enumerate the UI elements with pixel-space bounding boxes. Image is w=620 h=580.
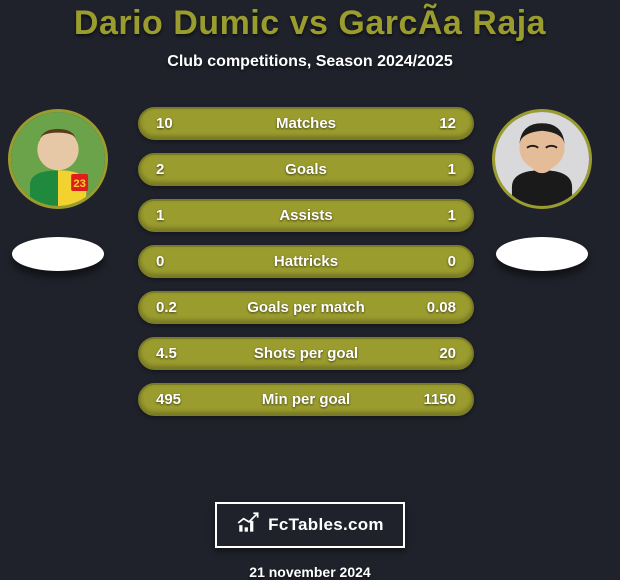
- avatar-right: [492, 109, 592, 209]
- site-logo[interactable]: FcTables.com: [215, 502, 405, 548]
- stat-right-value: 1: [448, 161, 456, 178]
- stat-left-value: 2: [156, 161, 164, 178]
- stat-right-value: 1150: [423, 391, 456, 408]
- stat-label: Matches: [140, 115, 472, 132]
- site-logo-text: FcTables.com: [268, 515, 384, 535]
- jersey-number: 23: [73, 178, 86, 190]
- player-left: 23: [8, 109, 108, 271]
- stat-left-value: 10: [156, 115, 173, 132]
- stat-left-value: 0: [156, 253, 164, 270]
- stat-row-matches: 10 Matches 12: [138, 107, 474, 140]
- stat-left-value: 1: [156, 207, 164, 224]
- stat-right-value: 20: [439, 345, 456, 362]
- footer: FcTables.com 21 november 2024: [0, 500, 620, 580]
- chart-icon: [236, 510, 262, 541]
- stat-left-value: 0.2: [156, 299, 177, 316]
- stats-column: 10 Matches 12 2 Goals 1 1 Assists 1 0 Ha…: [138, 107, 474, 416]
- avatar-left: 23: [8, 109, 108, 209]
- club-badge-left: [12, 237, 104, 271]
- stat-label: Hattricks: [140, 253, 472, 270]
- stat-right-value: 12: [439, 115, 456, 132]
- player-right-svg: [495, 112, 589, 206]
- stat-label: Assists: [140, 207, 472, 224]
- stat-row-goals-per-match: 0.2 Goals per match 0.08: [138, 291, 474, 324]
- club-badge-right: [496, 237, 588, 271]
- stat-label: Goals per match: [140, 299, 472, 316]
- stat-row-assists: 1 Assists 1: [138, 199, 474, 232]
- stat-label: Goals: [140, 161, 472, 178]
- stat-right-value: 0.08: [427, 299, 456, 316]
- stat-left-value: 495: [156, 391, 181, 408]
- subtitle: Club competitions, Season 2024/2025: [167, 53, 452, 71]
- stat-right-value: 1: [448, 207, 456, 224]
- stat-row-goals: 2 Goals 1: [138, 153, 474, 186]
- stat-right-value: 0: [448, 253, 456, 270]
- player-right: [492, 109, 592, 271]
- stat-row-min-per-goal: 495 Min per goal 1150: [138, 383, 474, 416]
- player-left-svg: 23: [11, 112, 105, 206]
- stat-row-hattricks: 0 Hattricks 0: [138, 245, 474, 278]
- comparison-panel: 23 10 Matches 12 2 Goals 1: [0, 89, 620, 500]
- date-text: 21 november 2024: [249, 564, 370, 580]
- stat-label: Shots per goal: [140, 345, 472, 362]
- stat-row-shots-per-goal: 4.5 Shots per goal 20: [138, 337, 474, 370]
- stat-left-value: 4.5: [156, 345, 177, 362]
- page-title: Dario Dumic vs GarcÃa Raja: [74, 4, 546, 43]
